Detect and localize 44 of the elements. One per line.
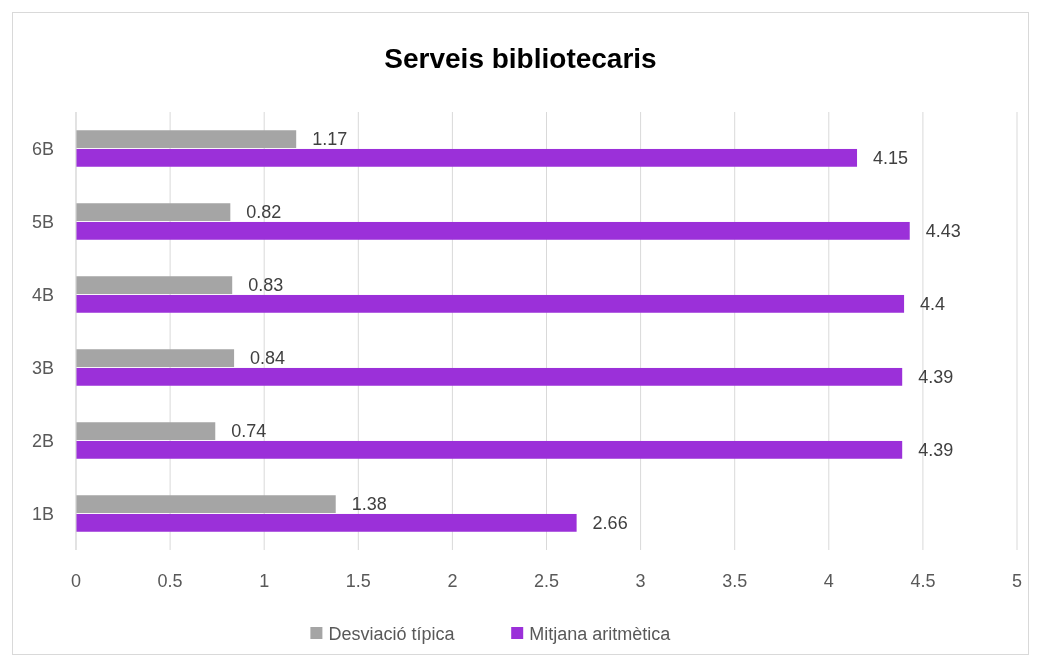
- x-tick-label: 0: [70, 571, 82, 591]
- bar: [76, 495, 336, 514]
- data-label: 0.84: [250, 348, 286, 369]
- data-label: 0.74: [231, 421, 267, 442]
- bar: [76, 294, 905, 313]
- x-tick-label: 1.5: [345, 571, 371, 591]
- x-tick-label: 4: [823, 571, 834, 591]
- x-tick-label: 2.5: [533, 571, 560, 591]
- y-tick-label: 1B: [31, 503, 54, 524]
- data-label: 1.17: [312, 129, 348, 150]
- data-label: 0.82: [246, 202, 282, 223]
- y-tick-label: 2B: [31, 430, 54, 451]
- bar: [76, 148, 858, 167]
- x-tick-label: 1: [259, 571, 270, 591]
- x-tick-label: 0.5: [157, 571, 183, 591]
- data-label: 4.39: [918, 439, 954, 460]
- x-tick-label: 2: [447, 571, 458, 591]
- bar: [76, 203, 231, 222]
- y-tick-label: 6B: [31, 138, 54, 159]
- x-tick-label: 5: [1011, 571, 1023, 591]
- data-label: 4.15: [873, 147, 909, 168]
- data-label: 1.38: [351, 494, 387, 515]
- bar: [76, 422, 216, 441]
- bar: [76, 221, 910, 240]
- chart-title: Serveis bibliotecaris: [384, 43, 657, 74]
- data-label: 0.83: [248, 275, 284, 296]
- data-label: 4.43: [925, 220, 961, 241]
- bar: [76, 367, 903, 386]
- x-tick-label: 4.5: [910, 571, 936, 591]
- data-label: 4.4: [920, 293, 946, 314]
- y-tick-label: 5B: [31, 211, 54, 232]
- bar: [76, 440, 903, 459]
- bar: [76, 513, 577, 532]
- bar: [76, 349, 235, 368]
- data-label: 2.66: [592, 512, 628, 533]
- x-tick-label: 3: [635, 571, 646, 591]
- y-tick-label: 4B: [31, 284, 54, 305]
- bar: [76, 276, 233, 295]
- y-tick-label: 3B: [31, 357, 54, 378]
- x-tick-label: 3.5: [722, 571, 748, 591]
- legend-label: Desviació típica: [328, 624, 456, 644]
- bar: [76, 130, 297, 149]
- legend-label: Mitjana aritmètica: [529, 624, 672, 644]
- data-label: 4.39: [918, 366, 954, 387]
